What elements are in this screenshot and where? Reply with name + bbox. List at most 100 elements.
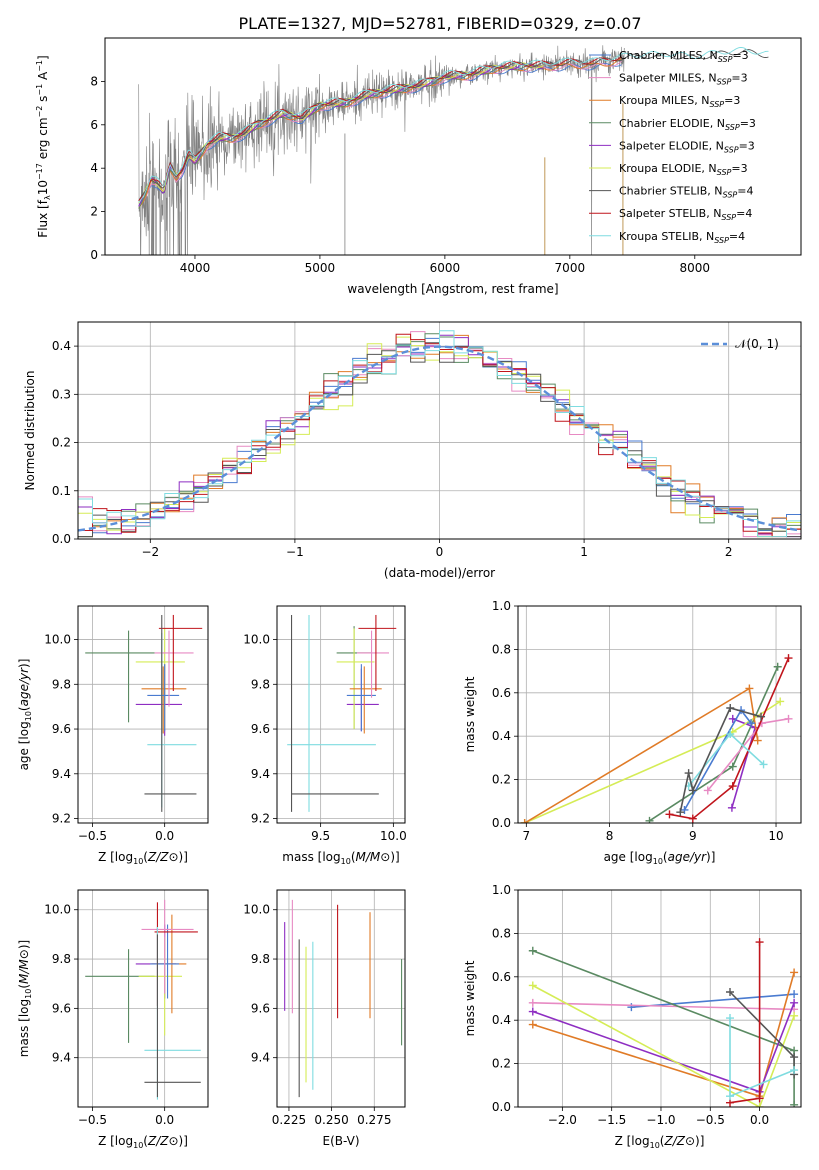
- x-tick-label: −2: [141, 545, 159, 559]
- legend-label-c_miles: Chabrier MILES, NSSP=3: [619, 49, 749, 64]
- y-tick-label: 0.3: [52, 387, 71, 401]
- plot-area: [284, 899, 403, 1098]
- plot-area: [85, 614, 203, 812]
- axes-border: [77, 605, 209, 824]
- y-tick-label: 9.8: [251, 952, 270, 966]
- axes-frame: −0.5 0.0 9.2 9.4 9.6 9.8 10.0 Z [log10(Z/Z⊙)] ag…: [17, 605, 209, 866]
- legend-label-s_stelib: Salpeter STELIB, NSSP=4: [619, 207, 752, 222]
- y-tick-label: 0.4: [492, 1013, 511, 1027]
- weight-point-s_stelib: [688, 814, 697, 823]
- x-tick-label: 6000: [430, 261, 461, 275]
- normal-curve: [78, 345, 801, 532]
- y-tick-label: 9.4: [52, 767, 71, 781]
- x-tick-label: −0.5: [696, 1113, 725, 1127]
- plot-area: [520, 654, 793, 823]
- x-axis-label: (data-model)/error: [384, 566, 495, 580]
- plot-area: [287, 614, 397, 812]
- x-tick-label: 9.5: [311, 829, 330, 843]
- weight-point-s_stelib: [755, 1094, 764, 1103]
- y-tick-label: 0.0: [52, 532, 71, 546]
- weight-point-c_miles: [680, 805, 689, 814]
- y-axis-label: mass weight: [463, 960, 477, 1036]
- axes-border: [276, 605, 406, 824]
- panel-mass-vs-EBV: 0.225 0.250 0.275 9.4 9.6 9.8 10.0 E(B-V): [243, 889, 406, 1148]
- weight-point-k_elodie: [790, 1011, 799, 1020]
- weight-point-s_miles: [784, 714, 793, 723]
- weight-point-c_stelib: [676, 808, 685, 817]
- weight-point-s_elodie: [727, 803, 736, 812]
- plot-area: [528, 938, 799, 1107]
- weight-point-k_miles: [520, 819, 529, 823]
- y-tick-label: 9.2: [52, 812, 71, 826]
- y-tick-label: 0.1: [52, 484, 71, 498]
- weight-point-k_miles: [790, 968, 799, 977]
- weight-line-k_miles: [532, 972, 795, 1098]
- weight-point-s_stelib: [728, 782, 737, 791]
- panel-massweight-vs-Z: −2.0 −1.5 −1.0 −0.5 0.0 0.0 0.2 0.4 0.6 0.8 1.0 Z […: [463, 883, 802, 1150]
- y-tick-label: 10.0: [243, 903, 270, 917]
- y-axis-label: mass weight: [463, 676, 477, 752]
- weight-point-k_elodie: [755, 1103, 764, 1107]
- weight-line-k_miles: [524, 687, 759, 823]
- y-tick-label: 0.2: [492, 773, 511, 787]
- y-tick-label: 9.4: [251, 1051, 270, 1065]
- axes-frame: 7 8 9 10 0.0 0.2 0.4 0.6 0.8 1.0 age [log10(age/yr…: [463, 599, 802, 866]
- y-tick-label: 1.0: [492, 599, 511, 613]
- weight-point-c_miles: [790, 990, 799, 999]
- x-axis-label: Z [log10(Z/Z⊙)]: [98, 1134, 188, 1150]
- weight-point-k_stelib: [790, 1066, 799, 1075]
- legend: Chabrier MILES, NSSP=3 Salpeter MILES, NS…: [589, 49, 756, 245]
- y-tick-label: 0.2: [492, 1057, 511, 1071]
- axes-frame: 9.5 10.0 9.2 9.4 9.6 9.8 10.0 mass [log10(M/M⊙)…: [243, 605, 407, 866]
- panel-residuals: −2 −1 0 1 2 0.0 0.1 0.2 0.3 0.4 𝒩(0, 1) (data-model…: [23, 321, 802, 580]
- weight-point-s_miles: [703, 786, 712, 795]
- x-axis-label: mass [log10(M/M⊙)]: [282, 850, 399, 866]
- weight-point-c_stelib: [726, 703, 735, 712]
- weight-point-c_elodie: [790, 1100, 799, 1107]
- weight-line-k_elodie: [524, 700, 781, 823]
- plot-area: [138, 45, 769, 255]
- weight-point-c_stelib: [684, 769, 693, 778]
- legend-label-k_miles: Kroupa MILES, NSSP=3: [619, 94, 740, 109]
- y-tick-label: 9.6: [52, 1001, 71, 1015]
- legend-label-s_elodie: Salpeter ELODIE, NSSP=3: [619, 139, 755, 154]
- legend-label-c_elodie: Chabrier ELODIE, NSSP=3: [619, 117, 756, 132]
- weight-line-c_miles: [683, 708, 752, 811]
- x-tick-label: 0.0: [155, 1113, 174, 1127]
- weight-point-c_stelib: [688, 786, 697, 795]
- x-tick-label: 4000: [180, 261, 211, 275]
- y-tick-label: 0.6: [492, 970, 511, 984]
- model-spectrum-k_stelib: [138, 47, 769, 203]
- weight-point-k_miles: [745, 684, 754, 693]
- weight-point-k_miles: [528, 1020, 537, 1029]
- y-tick-label: 10.0: [44, 633, 71, 647]
- axes-border: [517, 605, 802, 824]
- x-tick-label: −0.5: [78, 829, 107, 843]
- model-spectrum-k_elodie: [138, 62, 544, 204]
- x-tick-label: 0.0: [155, 829, 174, 843]
- y-tick-label: 2: [90, 205, 98, 219]
- x-tick-label: 5000: [305, 261, 336, 275]
- x-tick-label: −1: [286, 545, 304, 559]
- legend-label-s_miles: Salpeter MILES, NSSP=3: [619, 72, 748, 87]
- weight-point-c_elodie: [645, 816, 654, 823]
- weight-point-c_stelib: [790, 1053, 799, 1062]
- y-tick-label: 9.6: [251, 1001, 270, 1015]
- figure-title: PLATE=1327, MJD=52781, FIBERID=0329, z=0…: [238, 14, 641, 33]
- panel-age-vs-Z: −0.5 0.0 9.2 9.4 9.6 9.8 10.0 Z [log10(Z/Z⊙)] ag…: [17, 605, 209, 866]
- legend-label-k_elodie: Kroupa ELODIE, NSSP=3: [619, 162, 748, 177]
- weight-point-c_miles: [627, 1003, 636, 1012]
- y-tick-label: 10.0: [243, 633, 270, 647]
- y-axis-label: Normed distribution: [23, 371, 37, 491]
- weight-point-c_elodie: [728, 762, 737, 771]
- x-axis-label: Z [log10(Z/Z⊙)]: [98, 850, 188, 866]
- y-tick-label: 9.6: [52, 722, 71, 736]
- weight-line-c_miles: [631, 993, 795, 1008]
- axes-frame: −0.5 0.0 9.4 9.6 9.8 10.0 Z [log10(Z/Z⊙)] mass …: [17, 889, 209, 1150]
- y-tick-label: 0.8: [492, 642, 511, 656]
- axes-border: [77, 889, 209, 1108]
- weight-point-k_stelib: [726, 1092, 735, 1101]
- x-tick-label: 7: [523, 829, 531, 843]
- y-tick-label: 9.4: [52, 1051, 71, 1065]
